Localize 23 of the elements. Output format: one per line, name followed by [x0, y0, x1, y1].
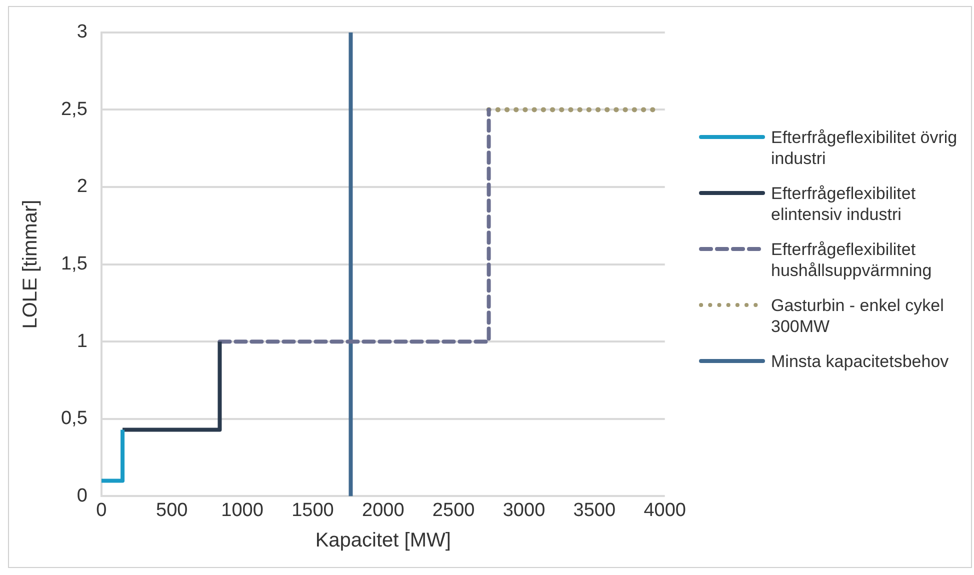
x-tick-label: 3500 — [573, 500, 616, 521]
y-tick-label: 0,5 — [60, 408, 88, 430]
x-tick-label: 3000 — [502, 500, 546, 521]
legend-label: Efterfrågeflexibilitet hushållsuppvärmning — [771, 239, 933, 281]
x-tick-label: 0 — [96, 500, 107, 521]
legend-label: Gasturbin - enkel cykel 300MW — [771, 295, 945, 337]
x-tick-label: 1500 — [292, 500, 334, 521]
x-tick-label: 1000 — [221, 500, 264, 521]
y-tick-label: 1 — [76, 330, 88, 352]
x-tick-label: 2500 — [432, 500, 475, 521]
legend-label: Minsta kapacitetsbehov — [771, 351, 950, 372]
y-tick-label: 2 — [76, 176, 88, 198]
x-tick-label: 2000 — [362, 500, 404, 521]
x-tick-label: 4000 — [644, 500, 686, 521]
y-tick-label: 1,5 — [60, 254, 88, 275]
x-axis-title: Kapacitet [MW] — [315, 530, 451, 552]
legend-label: Efterfrågeflexibilitet elintensiv industri — [771, 183, 917, 225]
y-tick-label: 2,5 — [60, 98, 88, 120]
y-tick-label: 3 — [76, 22, 88, 43]
y-tick-label: 0 — [76, 485, 88, 506]
x-tick-label: 500 — [156, 500, 188, 521]
y-axis-title: LOLE [timmar] — [20, 200, 42, 329]
legend-label: Efterfrågeflexibilitet övrig industri — [771, 127, 958, 169]
